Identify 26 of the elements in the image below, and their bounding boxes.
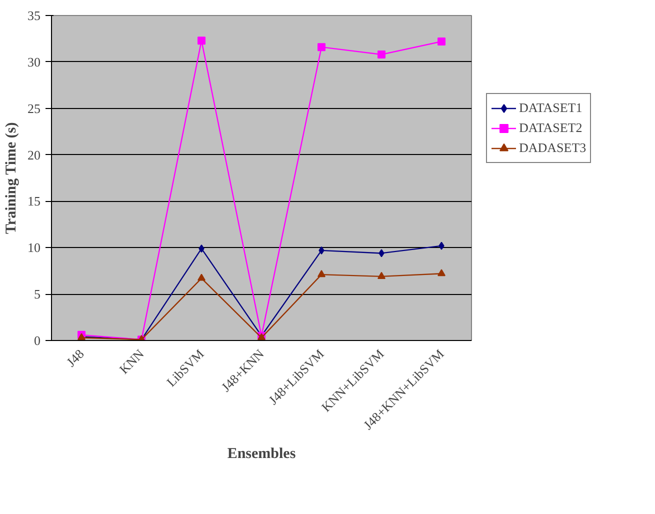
y-tick-label: 35 [28, 8, 40, 23]
legend-label: DATASET2 [519, 120, 582, 136]
y-tick-label: 15 [28, 194, 40, 209]
point [198, 274, 206, 281]
point [438, 38, 446, 46]
y-tick-label: 25 [28, 100, 40, 116]
point [378, 50, 386, 58]
point [378, 272, 386, 279]
y-tick-label: 30 [28, 54, 40, 70]
legend-label: DATASET1 [519, 100, 582, 116]
y-axis-title: Training Time (s) [4, 122, 20, 234]
point [318, 43, 326, 52]
point [318, 270, 326, 278]
point [198, 244, 204, 253]
y-tick-label: 5 [34, 286, 40, 302]
y-tick-label: 20 [28, 147, 40, 162]
x-tick-label: J48 [63, 346, 87, 370]
point [438, 269, 446, 276]
point [438, 242, 444, 250]
point [318, 246, 324, 254]
x-axis-title: Ensembles [227, 446, 296, 462]
legend-label: DADASET3 [519, 140, 586, 156]
point [198, 36, 206, 45]
point [378, 249, 384, 258]
y-tick-label: 10 [28, 240, 40, 256]
y-tick-label: 0 [34, 333, 40, 348]
